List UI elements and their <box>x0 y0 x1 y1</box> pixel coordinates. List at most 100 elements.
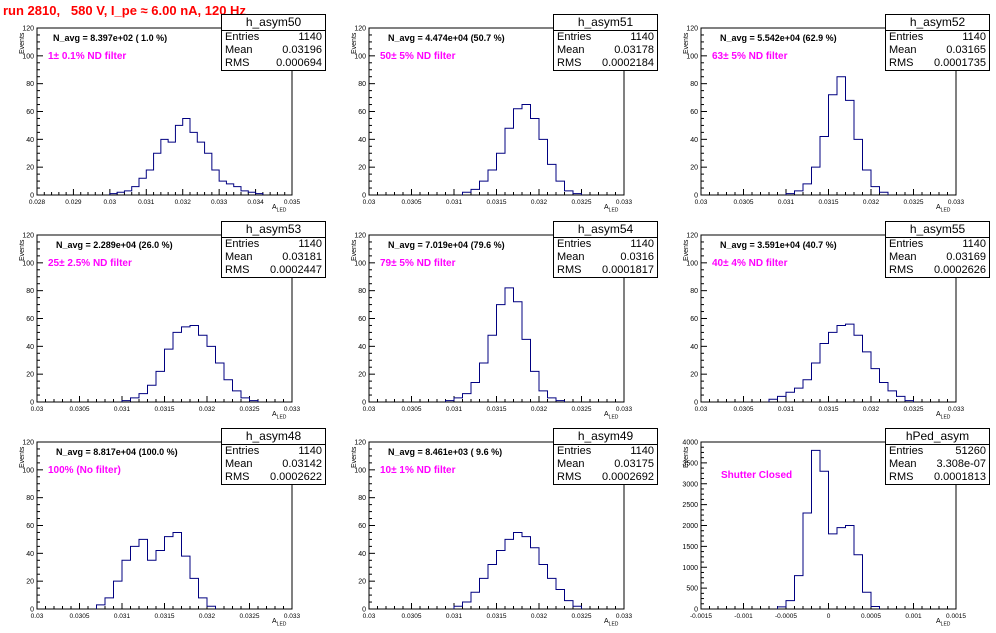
y-tick-label: 100 <box>686 260 698 267</box>
y-tick-label: 40 <box>358 137 366 144</box>
histogram-svg: 0 20 40 60 80 100 120 0.03 0.0305 0.031 0.0315 0.03… <box>22 233 300 414</box>
stats-row-entries: Entries 1140 <box>222 31 325 44</box>
x-axis-label-main: A <box>272 204 277 211</box>
histogram-bin <box>778 607 787 609</box>
x-tick-label: 0.03 <box>31 406 44 413</box>
stats-row-rms: RMS 0.0002447 <box>222 264 325 277</box>
stats-row-entries: Entries 1140 <box>554 445 657 458</box>
navg-label: N_avg = 7.019e+04 (79.6 %) <box>388 240 505 250</box>
x-tick-label: 0.0325 <box>240 613 260 620</box>
stats-row-mean: Mean 0.03175 <box>554 458 657 471</box>
y-tick-label: 60 <box>26 316 34 323</box>
stats-label-entries: Entries <box>557 238 592 250</box>
y-axis-label: Events <box>19 239 26 261</box>
x-tick-label: 0.033 <box>948 199 965 206</box>
histogram-bin <box>139 394 148 402</box>
stats-box: h_asym52 Entries 1140 Mean 0.03165 RMS 0.00017… <box>885 14 990 71</box>
stats-label-mean: Mean <box>889 251 917 263</box>
histogram-bin <box>131 398 140 402</box>
y-tick-label: 100 <box>354 260 366 267</box>
y-tick-label: 20 <box>358 579 366 586</box>
histogram-bin <box>471 592 480 609</box>
stats-label-rms: RMS <box>889 471 914 483</box>
stats-row-rms: RMS 0.0002692 <box>554 471 657 484</box>
histogram-bin <box>522 537 531 609</box>
stats-row-mean: Mean 0.03196 <box>222 44 325 57</box>
histogram-bin <box>234 187 241 195</box>
stats-row-rms: RMS 0.0001813 <box>886 471 989 484</box>
histogram-panel-h_asym48: 0 20 40 60 80 100 120 0.03 0.0305 0.031 0.0315 0.03… <box>0 426 332 633</box>
stats-row-mean: Mean 0.03142 <box>222 458 325 471</box>
histogram-bin <box>795 388 804 402</box>
x-tick-label: 0.0325 <box>572 406 592 413</box>
x-tick-label: 0.0305 <box>734 406 754 413</box>
histogram-bin <box>146 170 153 195</box>
y-tick-label: 20 <box>26 165 34 172</box>
histogram-bin <box>190 325 199 402</box>
stats-label-entries: Entries <box>225 238 260 250</box>
histogram-bin <box>786 392 795 402</box>
x-tick-label: 0.032 <box>531 613 548 620</box>
navg-label: N_avg = 4.474e+04 (50.7 %) <box>388 33 505 43</box>
histogram-bin <box>565 191 574 195</box>
histogram-bin <box>837 528 846 609</box>
y-tick-label: 20 <box>358 165 366 172</box>
histogram-bin <box>173 532 182 609</box>
histogram-bin <box>110 194 117 195</box>
x-tick-label: 0.032 <box>199 406 216 413</box>
y-tick-label: 20 <box>358 372 366 379</box>
histogram-bin <box>548 578 557 609</box>
x-tick-label: 0.033 <box>616 613 633 620</box>
x-tick-label: 0 <box>827 613 831 620</box>
x-axis-label-sub: LED <box>940 414 951 421</box>
x-tick-label: 0.0315 <box>487 199 507 206</box>
y-tick-label: 0 <box>30 607 34 614</box>
x-axis-label: ALED <box>936 204 950 213</box>
y-tick-label: 20 <box>690 372 698 379</box>
x-tick-label: 0.029 <box>65 199 82 206</box>
histogram-bin <box>880 192 889 195</box>
histogram-name: hPed_asym <box>886 429 989 445</box>
stats-label-entries: Entries <box>889 31 924 43</box>
y-tick-label: 20 <box>26 372 34 379</box>
stats-value-rms: 0.0002184 <box>602 57 654 69</box>
stats-value-rms: 0.0001817 <box>602 264 654 276</box>
y-tick-label: 40 <box>358 344 366 351</box>
stats-row-rms: RMS 0.0001817 <box>554 264 657 277</box>
x-axis-label: ALED <box>936 411 950 420</box>
x-axis-label: ALED <box>272 618 286 627</box>
stats-value-entries: 1140 <box>298 31 322 43</box>
histogram-bin <box>812 450 821 609</box>
histogram-bin <box>778 396 787 402</box>
x-tick-label: 0.031 <box>446 406 463 413</box>
histogram-bin <box>854 555 863 609</box>
histogram-bin <box>514 109 523 195</box>
histogram-series <box>768 323 914 402</box>
stats-row-entries: Entries 1140 <box>886 31 989 44</box>
y-tick-label: 0 <box>694 400 698 407</box>
histogram-series <box>121 324 259 402</box>
stats-row-rms: RMS 0.000694 <box>222 57 325 70</box>
histogram-bin <box>531 371 540 402</box>
x-tick-label: 0.031 <box>114 406 131 413</box>
histogram-bin <box>463 192 472 195</box>
stats-label-entries: Entries <box>557 31 592 43</box>
y-tick-label: 1000 <box>682 565 698 572</box>
x-tick-label: 0.032 <box>863 199 880 206</box>
histogram-bin <box>871 369 880 402</box>
histogram-bin <box>863 170 872 195</box>
histogram-bin <box>556 590 565 609</box>
histogram-bin <box>117 192 124 195</box>
y-tick-label: 80 <box>358 288 366 295</box>
histogram-name: h_asym49 <box>554 429 657 445</box>
stats-row-entries: Entries 51260 <box>886 445 989 458</box>
stats-row-rms: RMS 0.0002626 <box>886 264 989 277</box>
histogram-bin <box>454 398 463 402</box>
stats-row-entries: Entries 1140 <box>886 238 989 251</box>
histogram-bin <box>488 564 497 609</box>
x-axis-label-main: A <box>604 411 609 418</box>
histogram-bin <box>175 125 182 195</box>
histogram-bin <box>505 128 514 195</box>
y-tick-label: 3000 <box>682 481 698 488</box>
stats-label-mean: Mean <box>557 458 585 470</box>
